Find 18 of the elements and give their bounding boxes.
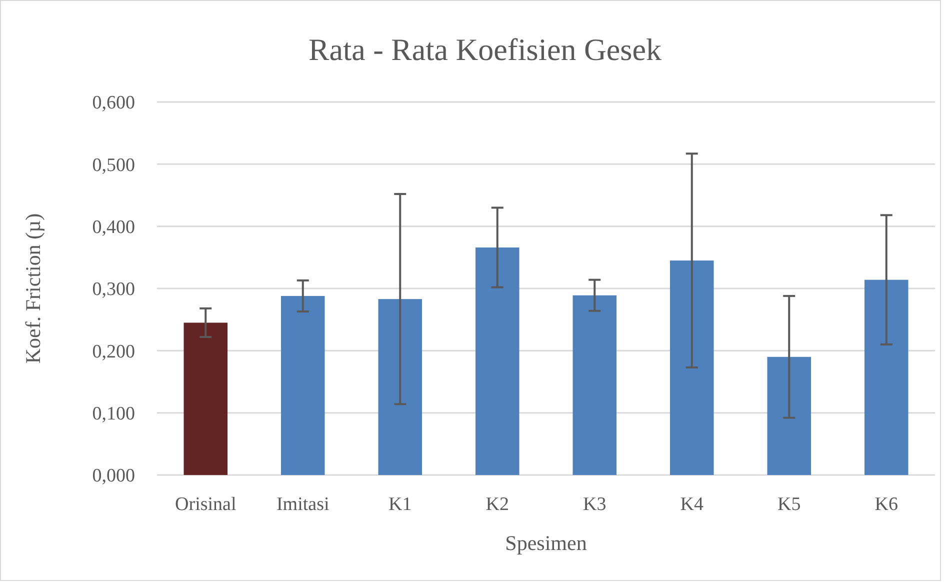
y-tick-label: 0,300 <box>92 279 135 300</box>
x-tick-label: Orisinal <box>175 494 236 515</box>
chart-title: Rata - Rata Koefisien Gesek <box>308 32 662 67</box>
x-tick-label: K6 <box>874 494 898 515</box>
y-tick-label: 0,600 <box>92 92 135 114</box>
x-tick-label: K2 <box>486 494 509 515</box>
y-tick-label: 0,100 <box>92 403 135 424</box>
y-tick-label: 0,500 <box>92 154 135 176</box>
y-axis-title: Koef. Friction (µ) <box>21 213 45 364</box>
x-tick-label: K4 <box>680 494 704 515</box>
x-tick-label: K3 <box>583 494 606 515</box>
x-tick-label: K1 <box>388 494 412 515</box>
y-tick-label: 0,400 <box>92 216 135 238</box>
y-tick-label: 0,200 <box>92 341 135 362</box>
y-tick-label: 0,000 <box>92 466 135 487</box>
x-axis-title: Spesimen <box>505 531 588 555</box>
x-tick-label: Imitasi <box>276 494 330 515</box>
x-tick-label: K5 <box>778 494 801 515</box>
